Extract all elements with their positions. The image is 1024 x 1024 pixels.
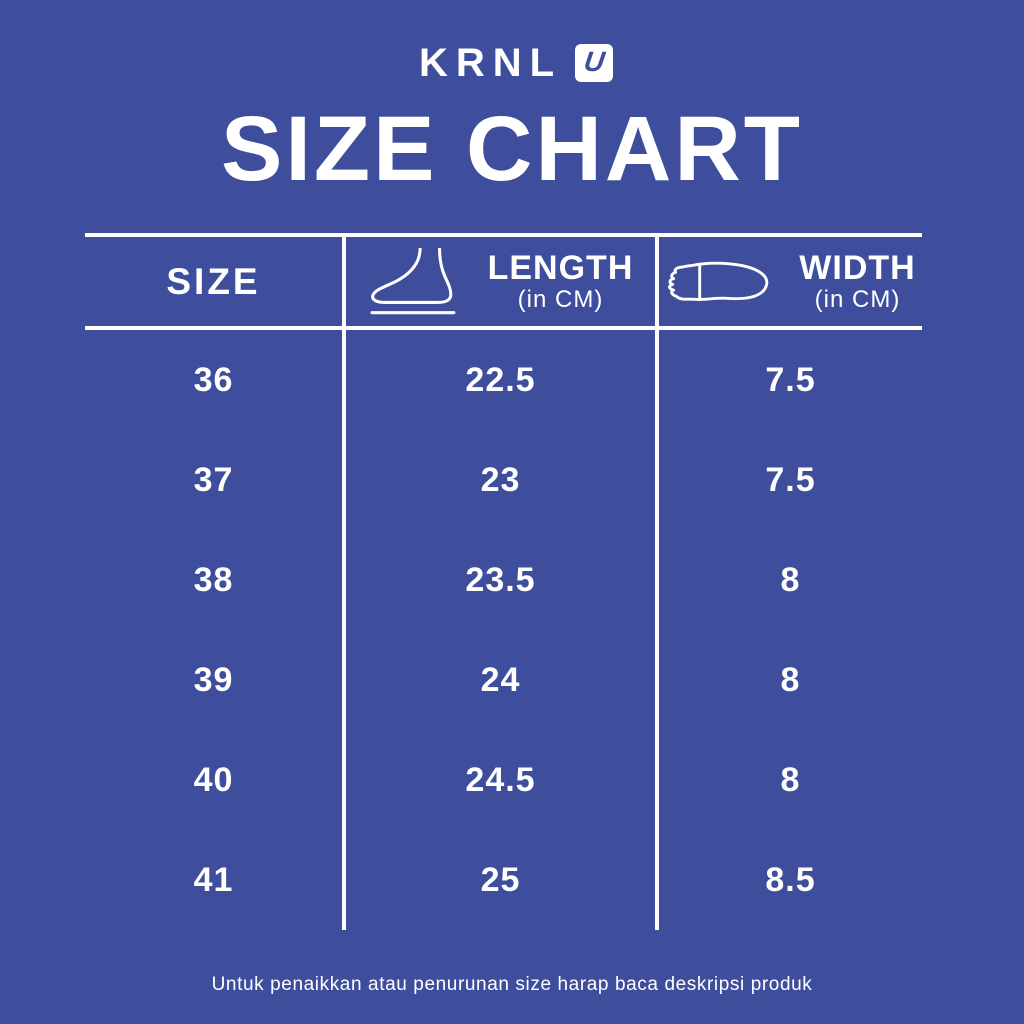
- width-cell: 8: [655, 730, 922, 830]
- width-value: 8.5: [765, 860, 816, 899]
- width-cell: 8: [655, 630, 922, 730]
- width-value: 8: [780, 660, 801, 699]
- page-title: SIZE CHART: [221, 98, 803, 200]
- size-cell: 36: [85, 330, 342, 430]
- size-cell: 40: [85, 730, 342, 830]
- size-table: SIZE LENGTH (in CM): [85, 233, 922, 930]
- foot-top-icon: [665, 259, 771, 305]
- width-value: 7.5: [765, 360, 816, 399]
- size-column-label: SIZE: [166, 260, 261, 302]
- length-cell: 24.5: [342, 730, 655, 830]
- width-cell: 8: [655, 530, 922, 630]
- brand-name: KRNL: [418, 41, 563, 85]
- header-size-cell: SIZE: [85, 237, 342, 326]
- size-cell: 41: [85, 830, 342, 930]
- length-column-header: LENGTH (in CM): [488, 250, 634, 313]
- header-length-cell: LENGTH (in CM): [342, 237, 655, 326]
- length-column-label: LENGTH: [487, 249, 634, 288]
- length-cell: 25: [342, 830, 655, 930]
- size-value: 39: [193, 660, 234, 699]
- table-row: 41 25 8.5: [85, 830, 922, 930]
- length-value: 24: [480, 660, 521, 699]
- size-cell: 38: [85, 530, 342, 630]
- size-value: 37: [193, 460, 234, 499]
- table-header-row: SIZE LENGTH (in CM): [85, 233, 922, 330]
- size-value: 38: [193, 560, 234, 599]
- length-column-unit: (in CM): [517, 285, 604, 313]
- size-value: 40: [193, 760, 234, 799]
- brand-letter: U: [581, 46, 607, 77]
- length-value: 22.5: [465, 360, 536, 399]
- length-value: 25: [480, 860, 521, 899]
- width-value: 8: [780, 760, 801, 799]
- width-cell: 7.5: [655, 330, 922, 430]
- table-row: 36 22.5 7.5: [85, 330, 922, 430]
- width-value: 7.5: [765, 460, 816, 499]
- footer-note: Untuk penaikkan atau penurunan size hara…: [211, 974, 813, 995]
- length-cell: 22.5: [342, 330, 655, 430]
- width-value: 8: [780, 560, 801, 599]
- table-row: 40 24.5 8: [85, 730, 922, 830]
- length-value: 23.5: [465, 560, 536, 599]
- width-cell: 8.5: [655, 830, 922, 930]
- length-value: 23: [480, 460, 521, 499]
- width-column-unit: (in CM): [814, 285, 901, 313]
- foot-side-icon: [368, 247, 460, 316]
- header-width-cell: WIDTH (in CM): [655, 237, 922, 326]
- size-value: 36: [193, 360, 234, 399]
- table-row: 37 23 7.5: [85, 430, 922, 530]
- length-cell: 23: [342, 430, 655, 530]
- length-cell: 24: [342, 630, 655, 730]
- brand-logo: KRNL U: [0, 43, 1024, 83]
- width-column-header: WIDTH (in CM): [799, 250, 915, 313]
- length-cell: 23.5: [342, 530, 655, 630]
- table-row: 38 23.5 8: [85, 530, 922, 630]
- brand-logo-icon: U: [575, 44, 614, 82]
- size-cell: 39: [85, 630, 342, 730]
- size-value: 41: [193, 860, 234, 899]
- length-value: 24.5: [465, 760, 536, 799]
- table-row: 39 24 8: [85, 630, 922, 730]
- width-cell: 7.5: [655, 430, 922, 530]
- width-column-label: WIDTH: [799, 249, 916, 288]
- size-cell: 37: [85, 430, 342, 530]
